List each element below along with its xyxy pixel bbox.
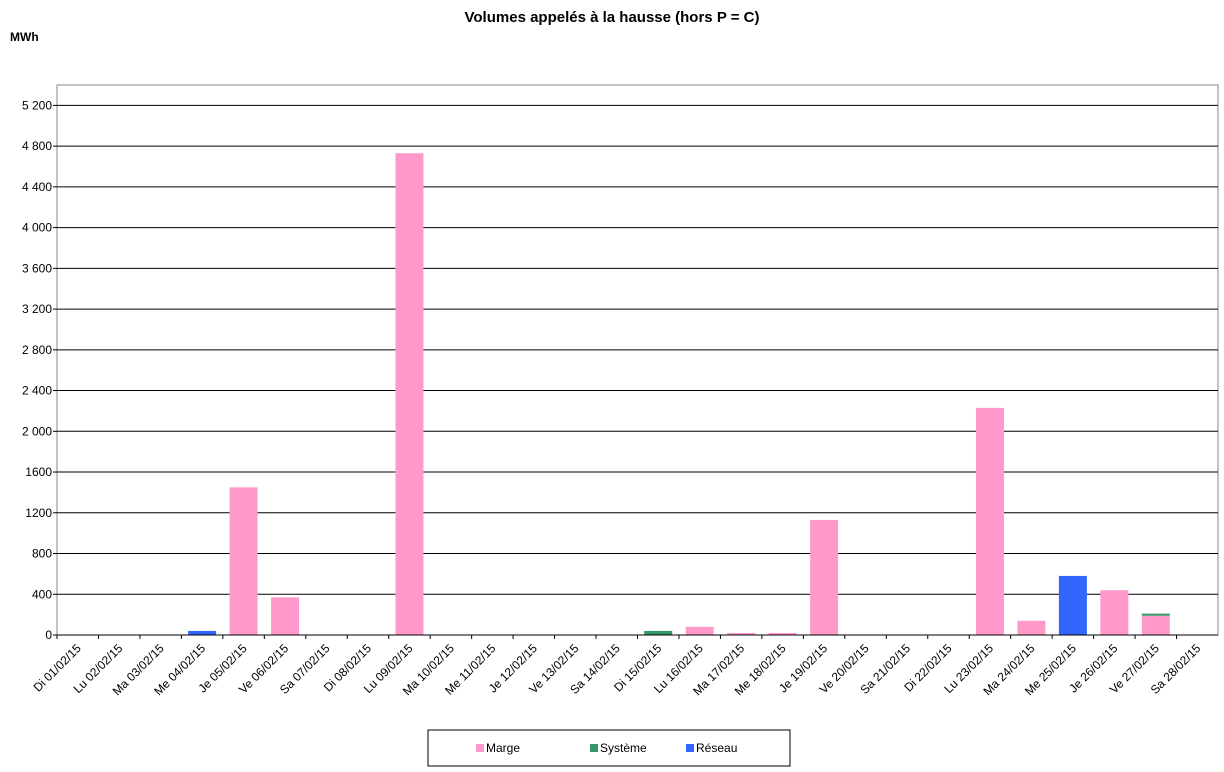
bar-segment [810,519,839,635]
bar-segment [395,153,424,636]
legend-swatch [590,744,598,752]
y-tick-label: 3 600 [22,261,52,275]
legend-label: Système [600,741,647,755]
bar-segment [644,630,673,635]
bar-segment [1141,613,1170,616]
legend-swatch [476,744,484,752]
y-tick-label: 0 [45,628,52,642]
y-tick-label: 4 800 [22,139,52,153]
y-tick-label: 1200 [25,506,52,520]
y-tick-label: 5 200 [22,98,52,112]
y-tick-label: 2 000 [22,424,52,438]
y-tick-label: 2 800 [22,343,52,357]
bar-segment [1100,590,1129,635]
y-tick-label: 4 000 [22,221,52,235]
y-tick-label: 400 [32,587,52,601]
bar-segment [1058,575,1087,635]
bar-segment [188,630,217,635]
bar-segment [1141,615,1170,635]
y-tick-label: 4 400 [22,180,52,194]
y-axis-label: MWh [10,30,39,44]
bar-segment [685,626,714,635]
legend-label: Réseau [696,741,737,755]
bar-segment [1017,620,1046,635]
bar-segment [271,597,300,635]
legend-swatch [686,744,694,752]
y-tick-label: 1600 [25,465,52,479]
legend-box [427,729,791,767]
y-tick-label: 800 [32,547,52,561]
bar-segment [727,632,756,635]
chart-title: Volumes appelés à la hausse (hors P = C) [465,9,760,26]
bar-segment [229,487,258,635]
legend-label: Marge [486,741,520,755]
y-tick-label: 2 400 [22,384,52,398]
bar-segment [768,632,797,635]
y-tick-label: 3 200 [22,302,52,316]
bar-segment [975,407,1004,635]
